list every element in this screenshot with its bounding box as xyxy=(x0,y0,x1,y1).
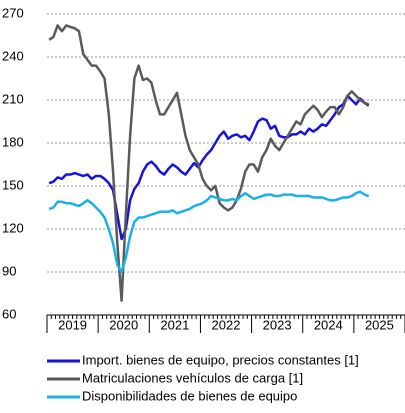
series-line xyxy=(48,190,370,274)
x-tick-label: 2022 xyxy=(212,317,241,332)
x-tick-label: 2020 xyxy=(109,317,138,332)
y-tick-label: 150 xyxy=(2,177,24,192)
series-line xyxy=(48,94,370,241)
series-line xyxy=(48,24,370,302)
x-tick-label: 2023 xyxy=(263,317,292,332)
y-tick-label: 270 xyxy=(2,5,24,20)
y-tick-label: 120 xyxy=(2,220,24,235)
x-tick-label: 2021 xyxy=(160,317,189,332)
y-tick-label: 240 xyxy=(2,48,24,63)
legend-label: Import. bienes de equipo, precios consta… xyxy=(82,352,359,367)
y-tick-label: 90 xyxy=(2,263,16,278)
legend-label: Disponibilidades de bienes de equipo xyxy=(82,388,297,403)
x-tick-label: 2025 xyxy=(365,317,394,332)
x-tick-label: 2024 xyxy=(314,317,343,332)
y-tick-label: 60 xyxy=(2,306,16,321)
legend-label: Matriculaciones vehículos de carga [1] xyxy=(82,370,303,385)
x-tick-label: 2019 xyxy=(58,317,87,332)
y-tick-label: 180 xyxy=(2,134,24,149)
y-tick-label: 210 xyxy=(2,91,24,106)
